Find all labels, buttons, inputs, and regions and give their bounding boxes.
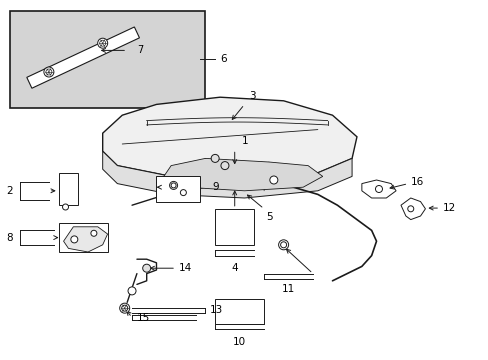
Circle shape	[407, 206, 413, 212]
Text: 15: 15	[137, 312, 150, 323]
Text: 10: 10	[233, 337, 245, 347]
Circle shape	[44, 67, 54, 77]
Text: 11: 11	[281, 284, 295, 294]
Text: 8: 8	[6, 233, 13, 243]
Circle shape	[180, 190, 186, 195]
Bar	[215, 209, 254, 245]
Circle shape	[120, 303, 129, 313]
Polygon shape	[361, 180, 395, 198]
Circle shape	[71, 236, 78, 243]
Polygon shape	[27, 27, 139, 88]
Circle shape	[98, 38, 107, 48]
Text: 13: 13	[210, 305, 223, 315]
Circle shape	[100, 40, 105, 46]
Text: 16: 16	[410, 177, 423, 187]
Circle shape	[221, 162, 228, 170]
Bar	[10, 11, 205, 108]
Polygon shape	[102, 97, 356, 180]
Text: 12: 12	[442, 203, 455, 213]
Text: 4: 4	[231, 263, 238, 273]
Text: 5: 5	[266, 212, 273, 222]
Circle shape	[280, 242, 286, 248]
Circle shape	[211, 154, 219, 162]
Circle shape	[46, 69, 52, 75]
Text: 3: 3	[249, 91, 256, 101]
Text: 14: 14	[178, 263, 191, 273]
Circle shape	[142, 264, 150, 272]
Circle shape	[128, 287, 136, 295]
Bar	[156, 176, 200, 202]
Circle shape	[278, 240, 288, 250]
Polygon shape	[161, 158, 322, 191]
Circle shape	[169, 181, 177, 189]
Polygon shape	[63, 227, 107, 252]
Text: 2: 2	[6, 186, 13, 196]
Circle shape	[91, 230, 97, 236]
Circle shape	[171, 183, 176, 188]
Bar	[59, 173, 78, 205]
Bar	[59, 223, 107, 252]
Circle shape	[269, 176, 277, 184]
Text: 7: 7	[137, 45, 143, 55]
Circle shape	[122, 305, 127, 311]
Bar	[215, 299, 264, 324]
Circle shape	[62, 204, 68, 210]
Text: 9: 9	[212, 182, 219, 192]
Circle shape	[375, 185, 382, 193]
Text: 1: 1	[242, 136, 248, 146]
Text: 6: 6	[220, 54, 226, 64]
Polygon shape	[400, 198, 425, 220]
Polygon shape	[102, 151, 351, 198]
